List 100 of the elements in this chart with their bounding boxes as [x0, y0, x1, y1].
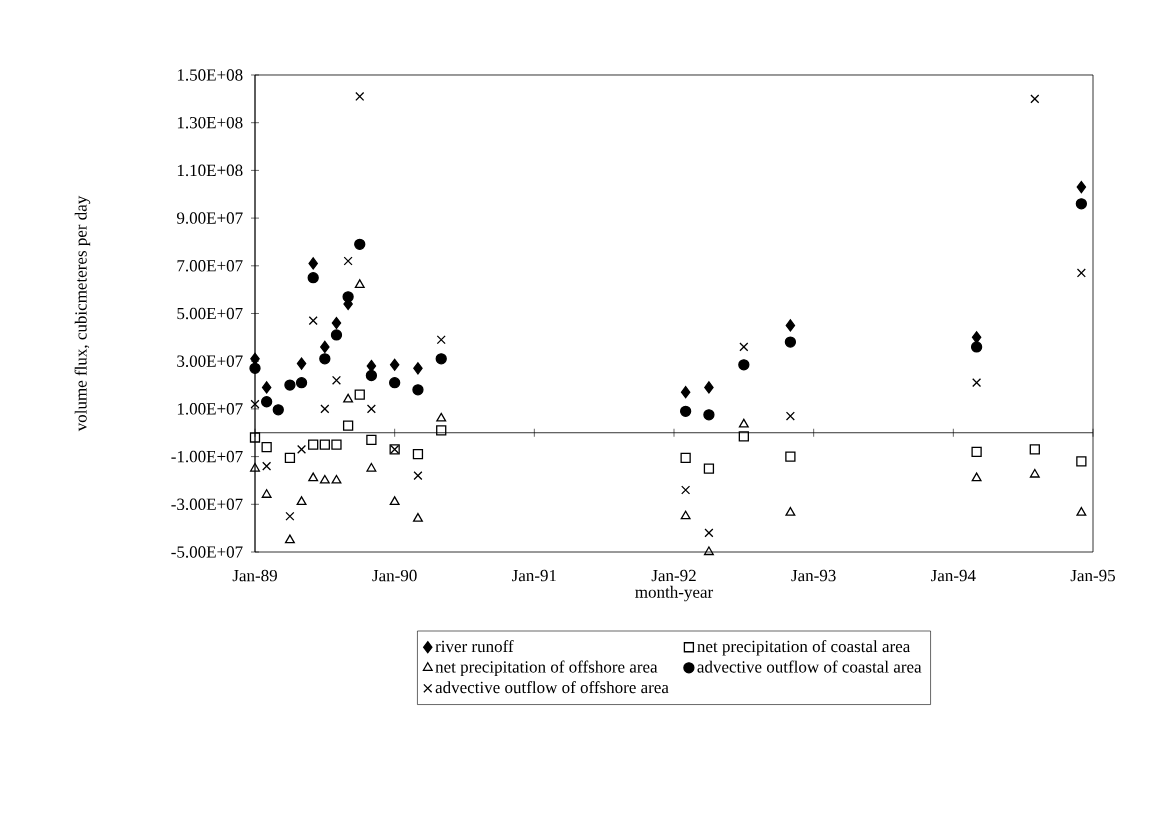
legend-label: net precipitation of offshore area [435, 660, 658, 677]
point [1076, 180, 1087, 194]
point [971, 446, 982, 457]
point [250, 399, 260, 409]
point [319, 439, 330, 450]
point [704, 528, 714, 538]
point [284, 379, 296, 391]
point [436, 425, 447, 436]
x-axis-title: month-year [635, 585, 714, 602]
y-tick-label: 5.00E+07 [177, 307, 243, 320]
point [436, 412, 447, 422]
y-tick-label: 1.00E+07 [177, 403, 243, 415]
point [785, 319, 796, 332]
point [389, 496, 400, 506]
point [704, 381, 714, 394]
point [413, 362, 423, 375]
point [343, 393, 354, 403]
point [435, 353, 447, 365]
point [1076, 506, 1087, 516]
point [785, 506, 796, 516]
point [319, 353, 331, 365]
point [342, 291, 354, 303]
point [1029, 468, 1040, 478]
x-tick-label: Jan-89 [232, 569, 277, 582]
point [261, 441, 272, 453]
point [739, 342, 749, 352]
point [412, 512, 423, 522]
point [366, 462, 377, 472]
point [738, 359, 750, 371]
point [680, 386, 691, 399]
point [308, 439, 319, 450]
point [703, 409, 715, 421]
point [343, 256, 353, 266]
point [297, 444, 307, 454]
point [261, 381, 272, 394]
point [354, 389, 365, 400]
point [284, 534, 295, 544]
point [330, 329, 343, 341]
y-tick-label: 7.00E+07 [177, 260, 243, 272]
y-tick-label: 9.00E+07 [176, 212, 243, 224]
x-tick-label: Jan-90 [372, 569, 417, 582]
point [249, 432, 261, 443]
point [1030, 94, 1040, 104]
point [738, 431, 749, 442]
point [1076, 268, 1086, 278]
x-tick-label: Jan-95 [1070, 569, 1116, 582]
y-tick-label: 1.30E+08 [177, 116, 243, 129]
point [366, 434, 377, 446]
point [436, 335, 446, 345]
point [272, 404, 284, 416]
point [679, 405, 692, 417]
point [342, 420, 354, 431]
y-tick-label: -1.00E+07 [171, 450, 243, 463]
point [389, 377, 401, 389]
point [331, 375, 342, 385]
point [1076, 456, 1087, 467]
point [296, 357, 307, 370]
point [681, 485, 691, 495]
point [971, 472, 982, 482]
legend-label: advective outflow of coastal area [697, 660, 922, 673]
x-tick-label: Jan-93 [791, 569, 836, 582]
point [413, 471, 423, 481]
point [296, 496, 307, 506]
point [970, 341, 983, 353]
point [319, 474, 330, 484]
y-tick-label: 3.00E+07 [177, 355, 243, 367]
y-tick-label: 1.50E+08 [177, 69, 243, 81]
point [680, 510, 691, 520]
point [331, 439, 342, 450]
point [703, 463, 715, 474]
point [331, 316, 342, 330]
point [260, 396, 273, 408]
point [250, 462, 260, 472]
x-tick-label: Jan-92 [651, 569, 696, 582]
point [366, 359, 377, 373]
point [1075, 198, 1088, 210]
point [366, 404, 376, 414]
point [285, 511, 295, 521]
y-tick-label: 1.10E+08 [177, 164, 243, 177]
x-tick-label: Jan-91 [512, 569, 556, 582]
point [412, 384, 424, 396]
legend-label: net precipitation of coastal area [697, 640, 911, 656]
point [262, 461, 272, 471]
point [785, 411, 795, 421]
point [738, 418, 749, 428]
point [680, 452, 691, 463]
point [308, 257, 318, 270]
point [249, 362, 261, 374]
point [261, 489, 272, 498]
point [389, 358, 400, 371]
point [320, 340, 330, 354]
legend-label: river runoff [435, 640, 514, 653]
x-tick-label: Jan-94 [931, 569, 976, 582]
point [412, 449, 424, 460]
y-axis-title: volume flux, cubicmeteres per day [74, 195, 91, 432]
y-tick-label: -3.00E+07 [171, 498, 243, 511]
point [703, 546, 714, 556]
point [284, 452, 296, 463]
point [1029, 444, 1040, 455]
point [331, 474, 342, 484]
